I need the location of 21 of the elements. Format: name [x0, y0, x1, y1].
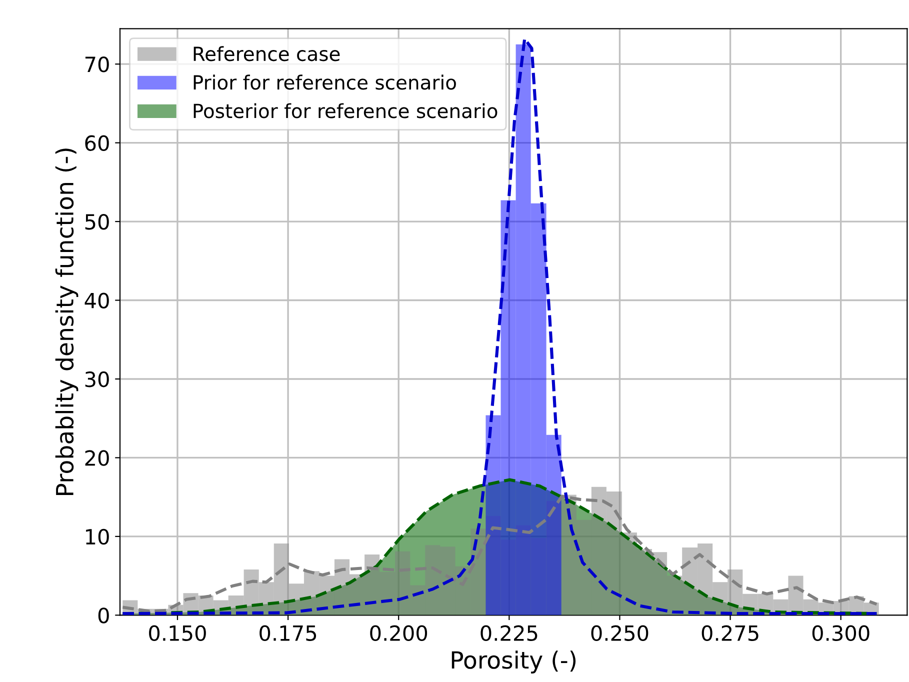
- line-series: [121, 37, 878, 616]
- x-tick-label: 0.250: [591, 625, 648, 642]
- y-tick-label: 40: [84, 292, 109, 308]
- x-tick-label: 0.200: [370, 625, 428, 642]
- y-axis-title: Probablity density function (-): [55, 148, 78, 495]
- y-tick-label: 20: [85, 450, 109, 466]
- legend-label: Reference case: [194, 46, 340, 62]
- legend-label: Prior for reference scenario: [194, 74, 456, 90]
- x-tick-label: 0.300: [812, 625, 870, 642]
- y-tick-label: 10: [86, 528, 109, 545]
- y-tick-label: 60: [85, 135, 109, 152]
- y-tick-label: 50: [85, 214, 109, 230]
- x-tick-label: 0.275: [702, 625, 758, 642]
- y-tick-label: 30: [85, 371, 109, 388]
- x-tick-label: 0.225: [480, 625, 538, 642]
- y-tick-label: 0: [98, 608, 109, 624]
- y-tick-label: 70: [85, 56, 109, 72]
- x-tick-label: 0.150: [149, 625, 206, 642]
- x-tick-label: 0.175: [260, 625, 316, 642]
- x-axis-title: Porosity (-): [452, 650, 576, 674]
- legend-label: Posterior for reference scenario: [194, 103, 498, 118]
